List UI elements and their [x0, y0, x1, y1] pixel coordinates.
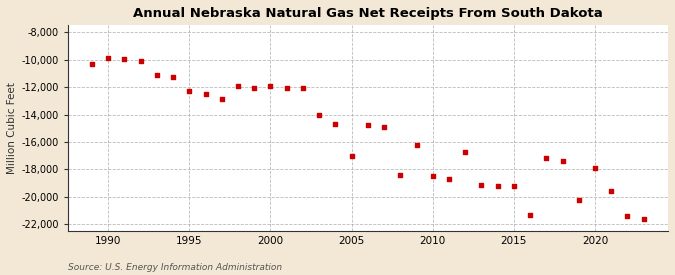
Point — [524, 213, 535, 217]
Title: Annual Nebraska Natural Gas Net Receipts From South Dakota: Annual Nebraska Natural Gas Net Receipts… — [133, 7, 603, 20]
Point — [573, 197, 584, 202]
Point — [606, 189, 617, 194]
Point — [590, 166, 601, 170]
Point — [622, 214, 633, 218]
Point — [119, 57, 130, 61]
Point — [135, 59, 146, 63]
Point — [151, 73, 162, 77]
Y-axis label: Million Cubic Feet: Million Cubic Feet — [7, 82, 17, 174]
Point — [557, 159, 568, 163]
Point — [184, 89, 195, 94]
Text: Source: U.S. Energy Information Administration: Source: U.S. Energy Information Administ… — [68, 263, 281, 272]
Point — [362, 123, 373, 128]
Point — [476, 182, 487, 187]
Point — [346, 153, 357, 158]
Point — [265, 84, 276, 88]
Point — [492, 184, 503, 188]
Point — [86, 62, 97, 66]
Point — [639, 217, 649, 221]
Point — [233, 84, 244, 88]
Point — [217, 97, 227, 101]
Point — [249, 86, 260, 91]
Point — [167, 75, 178, 80]
Point — [379, 125, 389, 129]
Point — [298, 86, 308, 91]
Point — [411, 142, 422, 147]
Point — [460, 149, 470, 154]
Point — [427, 174, 438, 178]
Point — [395, 173, 406, 177]
Point — [314, 112, 325, 117]
Point — [541, 156, 551, 161]
Point — [200, 92, 211, 96]
Point — [508, 184, 519, 188]
Point — [281, 86, 292, 91]
Point — [103, 56, 113, 60]
Point — [443, 177, 454, 181]
Point — [330, 122, 341, 126]
